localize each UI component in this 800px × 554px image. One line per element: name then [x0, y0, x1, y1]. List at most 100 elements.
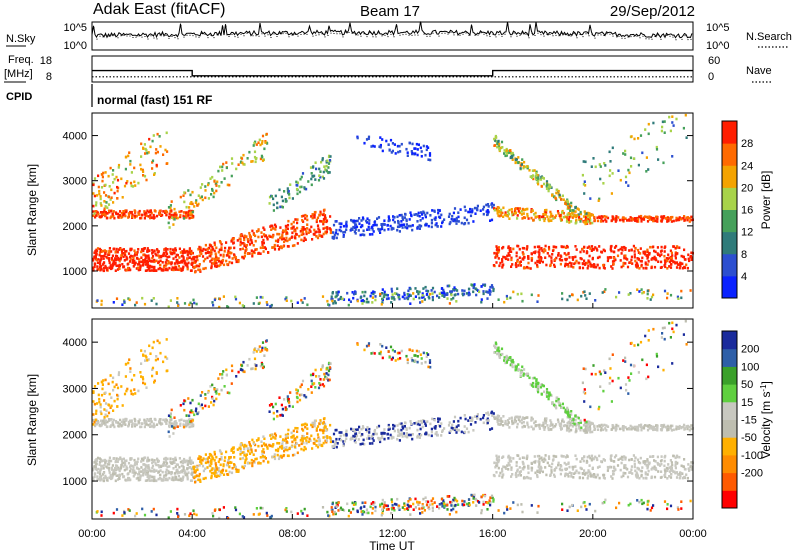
velocity-cell [145, 423, 148, 426]
power-cell [257, 228, 260, 231]
power-cell [561, 258, 564, 262]
power-cell [93, 251, 96, 255]
power-cell [222, 255, 225, 258]
velocity-cell [180, 479, 183, 482]
velocity-cell [132, 474, 135, 478]
velocity-cell [213, 399, 216, 403]
velocity-cell [200, 403, 203, 407]
velocity-cell [182, 475, 185, 479]
velocity-cell [217, 460, 220, 464]
power-cell [124, 253, 127, 257]
power-cell [567, 265, 570, 268]
power-cell [651, 216, 655, 220]
power-cell [596, 216, 599, 219]
power-cell [305, 187, 308, 191]
power-cell [336, 232, 339, 236]
velocity-cell [318, 439, 321, 443]
power-cell [185, 213, 188, 216]
velocity-cell [109, 477, 113, 481]
velocity-cell [317, 386, 321, 390]
velocity-cell [434, 432, 437, 436]
velocity-cell [281, 407, 284, 411]
velocity-cell [138, 418, 141, 421]
power-cell [488, 288, 491, 292]
velocity-cell [352, 434, 355, 438]
velocity-cell [94, 424, 97, 428]
power-cell [656, 217, 659, 221]
power-cell [496, 142, 499, 145]
power-cell [100, 303, 103, 306]
velocity-cell [168, 465, 171, 468]
velocity-cell [362, 426, 365, 430]
velocity-cell [302, 448, 305, 452]
velocity-cell [151, 475, 154, 479]
power-cell [202, 267, 205, 270]
power-cell [300, 175, 303, 179]
power-cell [480, 300, 483, 304]
power-cell [390, 151, 393, 154]
power-cell [286, 187, 289, 190]
power-cell [332, 231, 335, 234]
velocity-cell [165, 477, 168, 481]
power-cell [332, 223, 336, 227]
power-cell [195, 264, 198, 268]
power-cell [213, 262, 216, 266]
velocity-cell [141, 376, 144, 379]
date-label: 29/Sep/2012 [610, 3, 695, 20]
velocity-cell [318, 422, 321, 425]
velocity-cell [515, 464, 518, 467]
velocity-cell [311, 382, 314, 386]
velocity-cell [323, 417, 326, 420]
power-cell [610, 249, 613, 253]
velocity-cell [353, 439, 356, 443]
velocity-cell [253, 363, 257, 366]
velocity-cell [310, 379, 313, 383]
velocity-cell [302, 435, 305, 438]
power-cell [589, 197, 592, 200]
velocity-cell [416, 360, 419, 364]
velocity-cell [261, 349, 264, 352]
velocity-cell [237, 470, 240, 473]
velocity-cell [92, 418, 95, 422]
power-cell [512, 290, 515, 294]
velocity-cell [179, 424, 182, 427]
power-cell [674, 252, 677, 256]
velocity-cell [472, 495, 476, 499]
velocity-cell [105, 465, 108, 468]
power-cell [611, 172, 614, 175]
power-cell [453, 207, 457, 210]
power-cell [463, 289, 466, 293]
velocity-cell [421, 421, 424, 425]
power-cell [669, 266, 673, 269]
velocity-cell [329, 362, 332, 365]
power-cell [127, 212, 130, 215]
power-cell [104, 211, 107, 214]
power-cell [584, 294, 587, 297]
power-cell [112, 301, 115, 304]
power-cell [401, 216, 404, 220]
power-cell [360, 219, 363, 222]
freq-label-line2: [MHz] [4, 68, 33, 80]
power-cell [250, 160, 253, 163]
power-cell [158, 135, 161, 138]
power-cell [100, 268, 103, 271]
power-cell [503, 300, 506, 304]
power-cell [533, 213, 536, 216]
power-cell [134, 184, 137, 187]
velocity-cell [93, 465, 96, 468]
velocity-cell [420, 433, 423, 437]
power-cell [246, 157, 249, 160]
power-cell [588, 254, 591, 258]
velocity-cell [368, 431, 371, 434]
power-cell [226, 263, 229, 266]
power-cell [524, 165, 527, 169]
velocity-cell [418, 507, 421, 511]
velocity-cell [129, 467, 132, 471]
velocity-cell [449, 500, 452, 504]
power-cell [657, 253, 660, 256]
power-cell [667, 253, 670, 257]
velocity-cell [463, 414, 466, 417]
power-cell [675, 219, 678, 222]
power-cell [605, 215, 608, 219]
velocity-cell [254, 449, 257, 452]
